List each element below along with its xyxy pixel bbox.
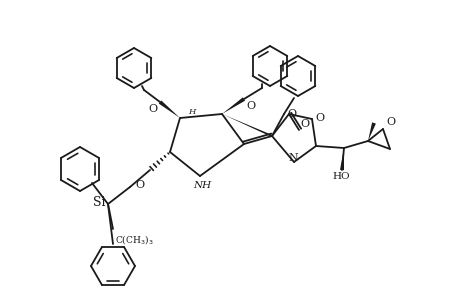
Text: HO: HO bbox=[331, 172, 349, 181]
Text: O: O bbox=[385, 117, 394, 127]
Text: N: N bbox=[287, 153, 297, 163]
Text: Si: Si bbox=[93, 196, 106, 208]
Text: O: O bbox=[299, 119, 308, 129]
Text: O: O bbox=[286, 109, 296, 119]
Text: O: O bbox=[314, 113, 324, 123]
Text: O: O bbox=[134, 180, 144, 190]
Polygon shape bbox=[222, 114, 272, 137]
Text: NH: NH bbox=[192, 181, 211, 190]
Polygon shape bbox=[158, 100, 179, 118]
Text: H: H bbox=[188, 108, 195, 116]
Polygon shape bbox=[367, 122, 375, 141]
Text: C(CH$_3$)$_3$: C(CH$_3$)$_3$ bbox=[115, 233, 153, 246]
Polygon shape bbox=[339, 148, 343, 170]
Text: O: O bbox=[246, 101, 255, 111]
Text: O: O bbox=[149, 104, 157, 114]
Polygon shape bbox=[222, 97, 245, 114]
